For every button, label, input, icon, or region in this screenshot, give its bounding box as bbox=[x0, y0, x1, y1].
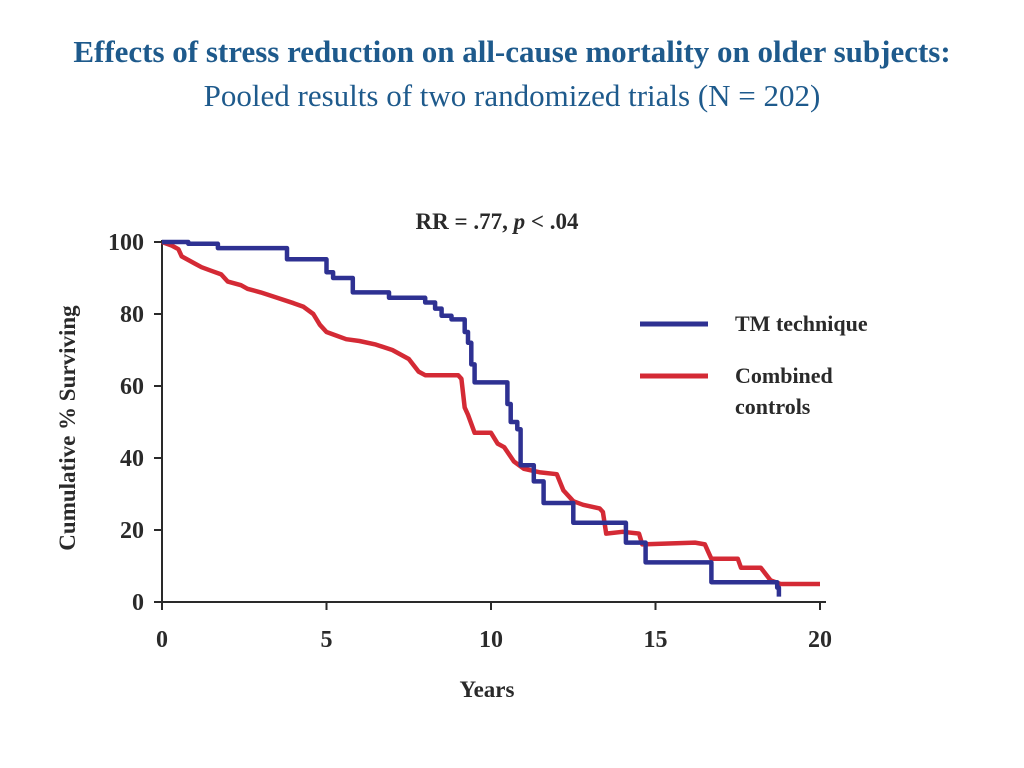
x-tick-label: 5 bbox=[321, 627, 333, 653]
slide-title: Effects of stress reduction on all-cause… bbox=[73, 34, 951, 69]
slide-subtitle: Pooled results of two randomized trials … bbox=[203, 78, 821, 113]
x-tick-label: 20 bbox=[808, 627, 832, 653]
legend-tm-label: TM technique bbox=[735, 311, 868, 336]
x-axis-label: Years bbox=[460, 677, 515, 702]
x-tick-label: 10 bbox=[479, 627, 503, 653]
y-axis-label: Cumulative % Surviving bbox=[55, 305, 80, 551]
chart-axes: 0 20 40 60 80 100 0 5 10 15 20 bbox=[108, 230, 832, 653]
x-tick-label: 0 bbox=[156, 627, 168, 653]
legend-controls-label: Combined controls bbox=[735, 363, 833, 419]
y-tick-label: 20 bbox=[120, 518, 144, 544]
chart-legend: TM technique Combined controls bbox=[640, 311, 868, 419]
y-tick-label: 100 bbox=[108, 230, 144, 256]
chart-series bbox=[161, 239, 820, 597]
y-tick-label: 60 bbox=[120, 374, 144, 400]
y-tick-label: 40 bbox=[120, 446, 144, 472]
x-tick-label: 15 bbox=[644, 627, 668, 653]
chart-annotation: RR = .77, p < .04 bbox=[416, 209, 579, 234]
y-tick-label: 0 bbox=[132, 590, 144, 616]
y-tick-label: 80 bbox=[120, 302, 144, 328]
tm-technique-line bbox=[162, 239, 782, 597]
combined-controls-line bbox=[161, 239, 820, 587]
